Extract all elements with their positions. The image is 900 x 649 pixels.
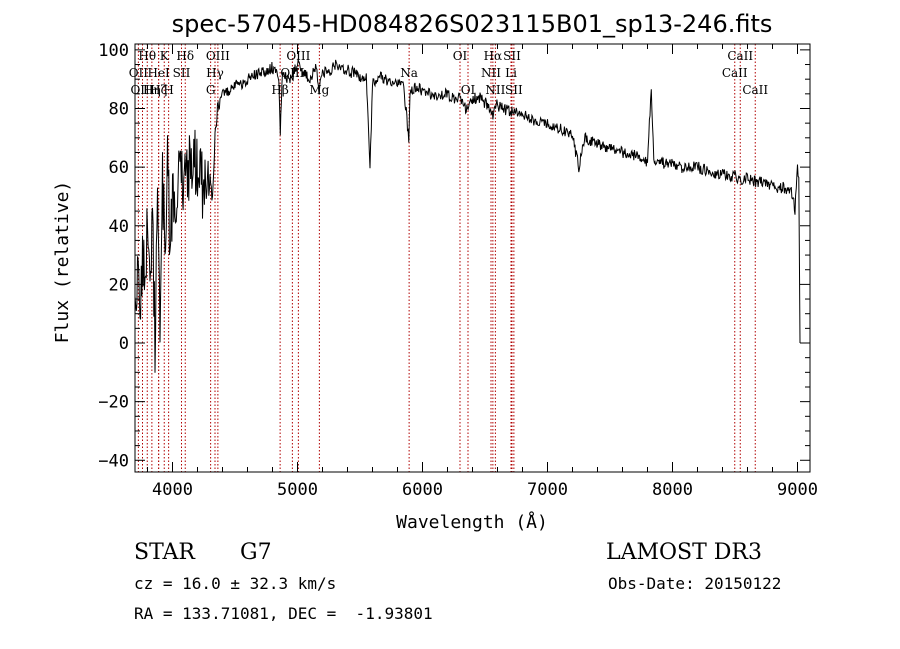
line-marker-label: Hα xyxy=(484,49,503,63)
x-tick-label: 4000 xyxy=(152,480,193,500)
line-marker-label: OI xyxy=(453,49,468,63)
line-marker-label: NII xyxy=(481,66,501,80)
y-tick-label: 60 xyxy=(109,158,129,178)
y-tick-label: −40 xyxy=(98,451,129,471)
line-marker-label: Hβ xyxy=(271,83,288,97)
line-marker-label: SII xyxy=(503,49,521,63)
line-marker-labels: HθOIIOIIIHηKHeIHζHHδSIIOIIIHγGOIIIOIIIHβ… xyxy=(129,49,769,97)
line-marker-label: CaII xyxy=(742,83,768,97)
x-tick-label: 7000 xyxy=(527,480,568,500)
chart-title: spec-57045-HD084826S023115B01_sp13-246.f… xyxy=(172,10,773,38)
survey-name: LAMOST DR3 xyxy=(606,540,762,565)
x-tick-label: 9000 xyxy=(777,480,818,500)
plot-frame xyxy=(134,43,811,473)
y-tick-label: 80 xyxy=(109,99,129,119)
line-marker-label: CaII xyxy=(722,66,748,80)
line-marker-label: HeI xyxy=(147,66,170,80)
y-axis-label: Flux (relative) xyxy=(52,181,73,344)
x-tick-label: 8000 xyxy=(652,480,693,500)
line-marker-label: K xyxy=(160,49,170,63)
object-class: STAR xyxy=(134,540,195,565)
line-marker-label: NII xyxy=(485,83,505,97)
line-marker-label: Na xyxy=(400,66,418,80)
y-tick-label: 20 xyxy=(109,275,129,295)
line-marker-label: SII xyxy=(505,83,523,97)
line-marker-label: OIII xyxy=(286,49,310,63)
line-marker-label: Hζ xyxy=(150,83,167,97)
redshift-readout: cz = 16.0 ± 32.3 km/s xyxy=(134,574,337,593)
line-marker-label: Hδ xyxy=(176,49,194,63)
y-tick-label: 0 xyxy=(119,334,129,354)
line-marker-label: G xyxy=(206,83,216,97)
axis-ticks: 4000 5000 6000 7000 8000 9000 −40 −20 0 20 40 60 80 1… xyxy=(98,41,818,500)
line-marker-label: OIII xyxy=(206,49,230,63)
line-marker-label: Li xyxy=(505,66,517,80)
y-tick-label: 40 xyxy=(109,217,129,237)
flux-series-line xyxy=(134,58,801,373)
x-tick-label: 6000 xyxy=(402,480,443,500)
line-marker-label: Hη xyxy=(143,83,161,97)
line-marker-label: OII xyxy=(129,66,149,80)
line-marker-label: SII xyxy=(173,66,191,80)
object-subclass: G7 xyxy=(240,540,272,565)
line-marker-label: OI xyxy=(461,83,476,97)
line-marker-label: Hθ xyxy=(138,49,156,63)
coordinates-readout: RA = 133.71081, DEC = -1.93801 xyxy=(134,604,433,623)
y-tick-label: −20 xyxy=(98,393,129,413)
line-markers xyxy=(137,44,756,472)
y-tick-label: 100 xyxy=(98,41,129,61)
line-marker-label: Hγ xyxy=(206,66,224,80)
line-marker-label: H xyxy=(163,83,173,97)
line-marker-label: CaII xyxy=(727,49,753,63)
observation-date: Obs-Date: 20150122 xyxy=(608,574,782,593)
x-tick-label: 5000 xyxy=(277,480,318,500)
x-axis-label: Wavelength (Å) xyxy=(396,511,548,533)
